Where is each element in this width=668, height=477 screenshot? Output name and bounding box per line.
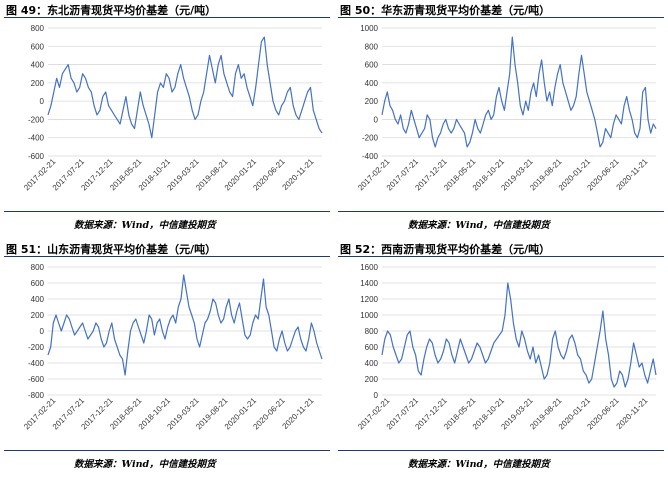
header-rule — [4, 17, 330, 18]
footer-rule — [338, 211, 664, 212]
x-tick-label: 2020-11-21 — [615, 396, 650, 431]
y-tick-label: 1000 — [360, 311, 378, 320]
y-tick-label: 600 — [31, 42, 45, 51]
x-tick-label: 2020-11-21 — [281, 157, 316, 192]
y-tick-label: 800 — [31, 263, 45, 272]
chart-title: 图 50：华东沥青现货平均价基差（元/吨） — [340, 4, 551, 17]
footer-rule — [4, 450, 330, 451]
y-tick-label: 400 — [31, 61, 45, 70]
y-tick-label: -400 — [28, 134, 45, 143]
source-note: 数据来源：Wind，中信建投期货 — [408, 220, 550, 231]
y-tick-label: -200 — [28, 115, 45, 124]
y-tick-label: 200 — [365, 375, 379, 384]
y-tick-label: 400 — [365, 79, 379, 88]
line-chart-southwest: 020040060080010001200140016002017-02-212… — [356, 263, 657, 431]
y-tick-label: 600 — [365, 61, 379, 70]
footer-rule — [4, 211, 330, 212]
y-tick-label: -200 — [362, 134, 379, 143]
y-tick-label: -600 — [28, 152, 45, 161]
y-tick-label: 1200 — [360, 295, 378, 304]
series-line — [381, 36, 657, 148]
series-line — [47, 274, 323, 376]
source-note: 数据来源：Wind，中信建投期货 — [74, 220, 216, 231]
header-rule — [338, 256, 664, 257]
chart-panel-northeast: 图 49：东北沥青现货平均价基差（元/吨） -600 -400 -200 0 200 40… — [0, 0, 334, 238]
y-tick-label: 800 — [31, 24, 45, 33]
y-tick-label: 600 — [365, 343, 379, 352]
y-tick-label: 800 — [365, 327, 379, 336]
source-note: 数据来源：Wind，中信建投期货 — [408, 459, 550, 470]
line-chart-east: -400-200020040060080010002017-02-212017-… — [356, 24, 657, 192]
y-tick-label: 400 — [31, 295, 45, 304]
series-line — [381, 282, 657, 388]
y-tick-label: 0 — [374, 115, 379, 124]
y-tick-label: 800 — [365, 42, 379, 51]
y-tick-label: -400 — [28, 359, 45, 368]
footer-rule — [338, 450, 664, 451]
chart-title: 图 49：东北沥青现货平均价基差（元/吨） — [6, 4, 217, 17]
y-tick-label: 0 — [40, 327, 45, 336]
chart-panel-east: 图 50：华东沥青现货平均价基差（元/吨） -400 -200 0 200 400 600… — [334, 0, 668, 238]
x-tick-label: 2020-11-21 — [615, 157, 650, 192]
y-tick-label: 200 — [31, 311, 45, 320]
chart-panel-shandong: 图 51：山东沥青现货平均价基差（元/吨） -800 -600 -400 -200 0 2… — [0, 239, 334, 477]
header-rule — [4, 256, 330, 257]
line-chart-shandong: -800-600-400-20002004006008002017-02-212… — [22, 263, 323, 431]
x-tick-label: 2020-11-21 — [281, 396, 316, 431]
y-tick-label: 1400 — [360, 279, 378, 288]
y-tick-label: 1600 — [360, 263, 378, 272]
y-tick-label: 1000 — [360, 24, 378, 33]
y-tick-label: -600 — [28, 375, 45, 384]
y-tick-label: -400 — [362, 152, 379, 161]
y-tick-label: -800 — [28, 391, 45, 400]
line-chart-northeast: -600-400-20002004006008002017-02-212017-… — [22, 24, 323, 192]
y-tick-label: 200 — [31, 79, 45, 88]
y-tick-label: 0 — [374, 391, 379, 400]
series-line — [47, 36, 323, 139]
y-tick-label: 600 — [31, 279, 45, 288]
y-tick-label: -200 — [28, 343, 45, 352]
chart-title: 图 51：山东沥青现货平均价基差（元/吨） — [6, 243, 217, 256]
chart-panel-southwest: 图 52：西南沥青现货平均价基差（元/吨） 0 200 400 600 800 1000 1… — [334, 239, 668, 477]
source-note: 数据来源：Wind，中信建投期货 — [74, 459, 216, 470]
y-tick-label: 0 — [40, 97, 45, 106]
y-tick-label: 200 — [365, 97, 379, 106]
y-tick-label: 400 — [365, 359, 379, 368]
chart-title: 图 52：西南沥青现货平均价基差（元/吨） — [340, 243, 551, 256]
header-rule — [338, 17, 664, 18]
